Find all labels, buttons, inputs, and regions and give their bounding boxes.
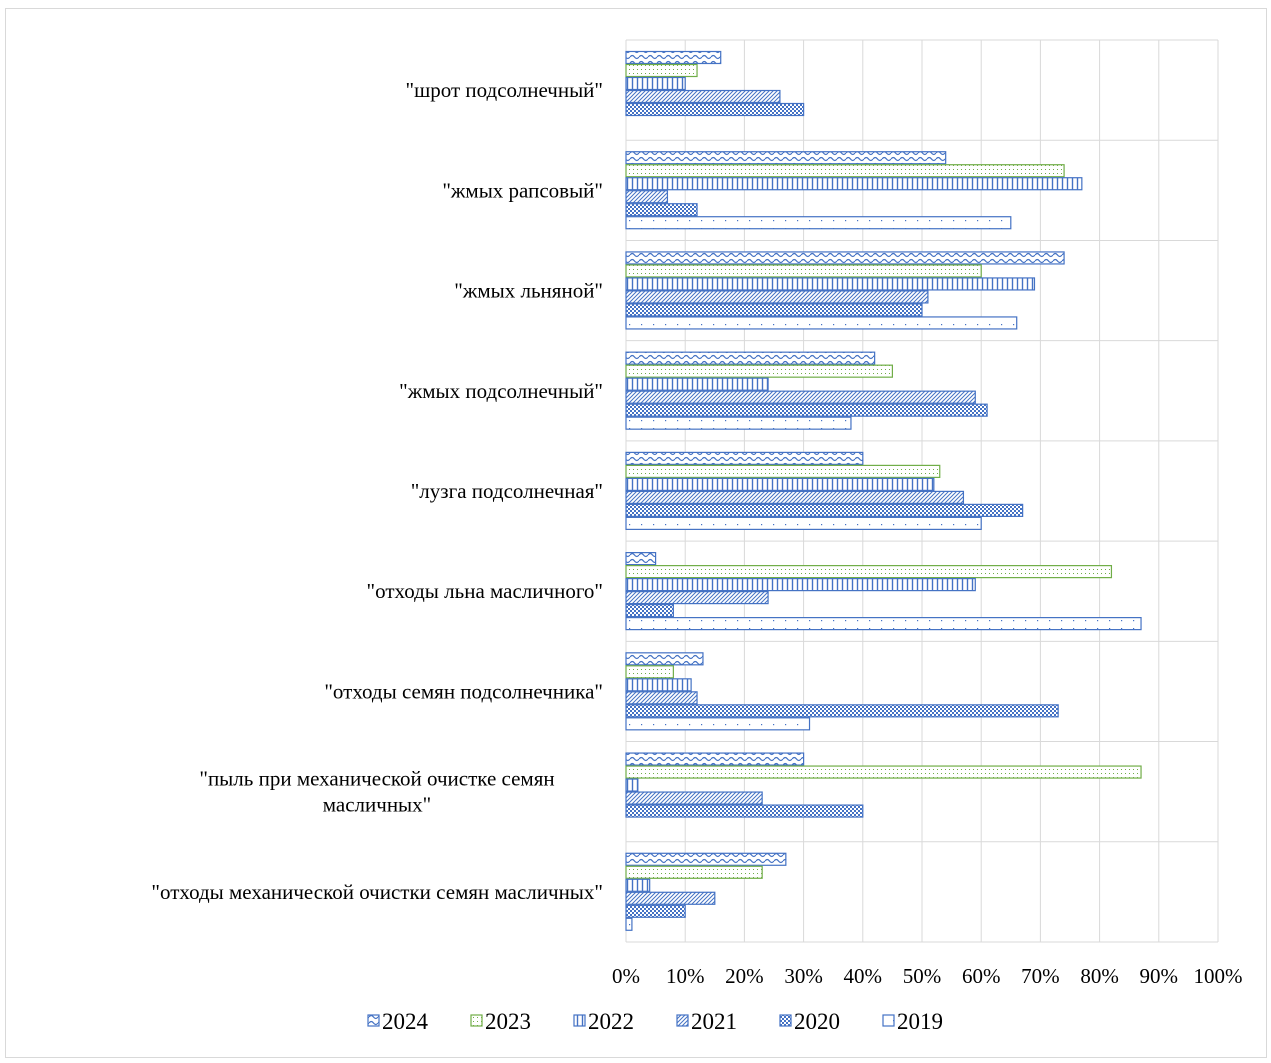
x-axis-tick-labels: 0% 10% 20% 30% 40% 50% 60% 70% 80% 90% 100% xyxy=(612,964,1243,988)
bar-2021-cat-0 xyxy=(625,89,781,104)
bar-2023-cat-2 xyxy=(625,264,982,278)
bar-2024-cat-4 xyxy=(625,451,864,465)
category-label: "жмых льняной" xyxy=(454,279,603,303)
bar-2022-cat-8 xyxy=(625,878,651,892)
bar-2019-cat-5 xyxy=(625,617,1142,631)
bar-2022-cat-2 xyxy=(625,277,1036,291)
legend-swatch-2023 xyxy=(470,1014,483,1027)
bar-2023-cat-5 xyxy=(625,565,1113,579)
legend-swatch-2024 xyxy=(367,1014,380,1027)
legend-swatch-2022 xyxy=(573,1014,586,1027)
bar-2024-cat-8 xyxy=(625,852,787,866)
bar-2022-cat-4 xyxy=(625,477,935,491)
category-label: "жмых подсолнечный" xyxy=(399,379,603,403)
bar-2024-cat-0 xyxy=(625,50,722,65)
bar-2019-cat-6 xyxy=(625,717,811,731)
bar-2022-cat-6 xyxy=(625,678,692,692)
bar-2021-cat-4 xyxy=(625,490,965,504)
x-tick-label: 40% xyxy=(844,964,883,988)
bar-2023-cat-8 xyxy=(625,865,763,879)
bar-2019-cat-1 xyxy=(625,216,1012,230)
x-tick-label: 20% xyxy=(725,964,764,988)
legend-swatch-2019 xyxy=(882,1014,895,1027)
x-tick-label: 10% xyxy=(666,964,705,988)
bar-2019-cat-4 xyxy=(625,516,982,530)
bar-2019-cat-3 xyxy=(625,416,852,430)
bars xyxy=(625,50,1142,931)
x-tick-label: 50% xyxy=(903,964,942,988)
bar-2024-cat-5 xyxy=(625,552,657,566)
x-tick-label: 80% xyxy=(1080,964,1119,988)
bar-2022-cat-7 xyxy=(625,778,639,792)
bar-2023-cat-7 xyxy=(625,765,1142,779)
category-labels: "шрот подсолнечный" "жмых рапсовый" "жмых … xyxy=(151,78,603,904)
bar-2022-cat-3 xyxy=(625,377,769,391)
category-label: "отходы механической очистки семян масли… xyxy=(151,880,603,904)
bar-2022-cat-0 xyxy=(625,76,686,91)
bar-2023-cat-1 xyxy=(625,164,1065,178)
category-label: "шрот подсолнечный" xyxy=(406,78,604,102)
bar-2021-cat-7 xyxy=(625,791,763,805)
bar-2024-cat-6 xyxy=(625,652,704,666)
x-tick-label: 0% xyxy=(612,964,640,988)
bar-2021-cat-8 xyxy=(625,891,716,905)
bar-2022-cat-1 xyxy=(625,177,1083,191)
category-label: "жмых рапсовый" xyxy=(442,178,603,202)
legend-swatch-2020 xyxy=(779,1014,792,1027)
bar-2023-cat-4 xyxy=(625,464,941,478)
bar-2024-cat-1 xyxy=(625,151,947,165)
x-tick-label: 30% xyxy=(784,964,823,988)
x-tick-label: 60% xyxy=(962,964,1001,988)
x-tick-label: 70% xyxy=(1021,964,1060,988)
x-tick-label: 90% xyxy=(1140,964,1179,988)
category-label: "лузга подсолнечная" xyxy=(411,479,603,503)
category-label: "отходы семян подсолнечника" xyxy=(324,679,603,703)
bar-2024-cat-2 xyxy=(625,251,1065,265)
bar-2023-cat-6 xyxy=(625,665,674,679)
bar-2020-cat-3 xyxy=(625,403,988,417)
category-label: "отходы льна масличного" xyxy=(367,579,603,603)
bar-2020-cat-0 xyxy=(625,102,805,117)
bar-2022-cat-5 xyxy=(625,578,976,592)
legend: 2024 2023 2022 2021 2020 2019 xyxy=(367,1009,943,1034)
bar-2020-cat-8 xyxy=(625,904,686,918)
bar-2023-cat-0 xyxy=(625,63,698,78)
bar-2020-cat-2 xyxy=(625,303,923,317)
bar-2021-cat-2 xyxy=(625,290,929,304)
bar-2024-cat-7 xyxy=(625,752,805,766)
bar-2019-cat-2 xyxy=(625,316,1018,330)
bar-2020-cat-1 xyxy=(625,203,698,217)
bar-2024-cat-3 xyxy=(625,351,876,365)
legend-label-2020: 2020 xyxy=(794,1009,840,1034)
legend-label-2023: 2023 xyxy=(485,1009,531,1034)
bar-2020-cat-4 xyxy=(625,503,1024,517)
bar-2021-cat-5 xyxy=(625,591,769,605)
legend-label-2021: 2021 xyxy=(691,1009,737,1034)
legend-swatch-2021 xyxy=(676,1014,689,1027)
category-label: "пыль при механической очистке семян масл… xyxy=(199,767,554,817)
bar-2020-cat-5 xyxy=(625,604,674,618)
bar-2021-cat-3 xyxy=(625,390,976,404)
bar-2021-cat-6 xyxy=(625,691,698,705)
x-tick-label: 100% xyxy=(1194,964,1243,988)
bar-2021-cat-1 xyxy=(625,190,669,204)
bar-2023-cat-3 xyxy=(625,364,893,378)
legend-label-2022: 2022 xyxy=(588,1009,634,1034)
legend-label-2019: 2019 xyxy=(897,1009,943,1034)
legend-label-2024: 2024 xyxy=(382,1009,429,1034)
bar-2020-cat-6 xyxy=(625,704,1059,718)
bar-2020-cat-7 xyxy=(625,804,864,818)
bar-2019-cat-8 xyxy=(625,917,633,931)
